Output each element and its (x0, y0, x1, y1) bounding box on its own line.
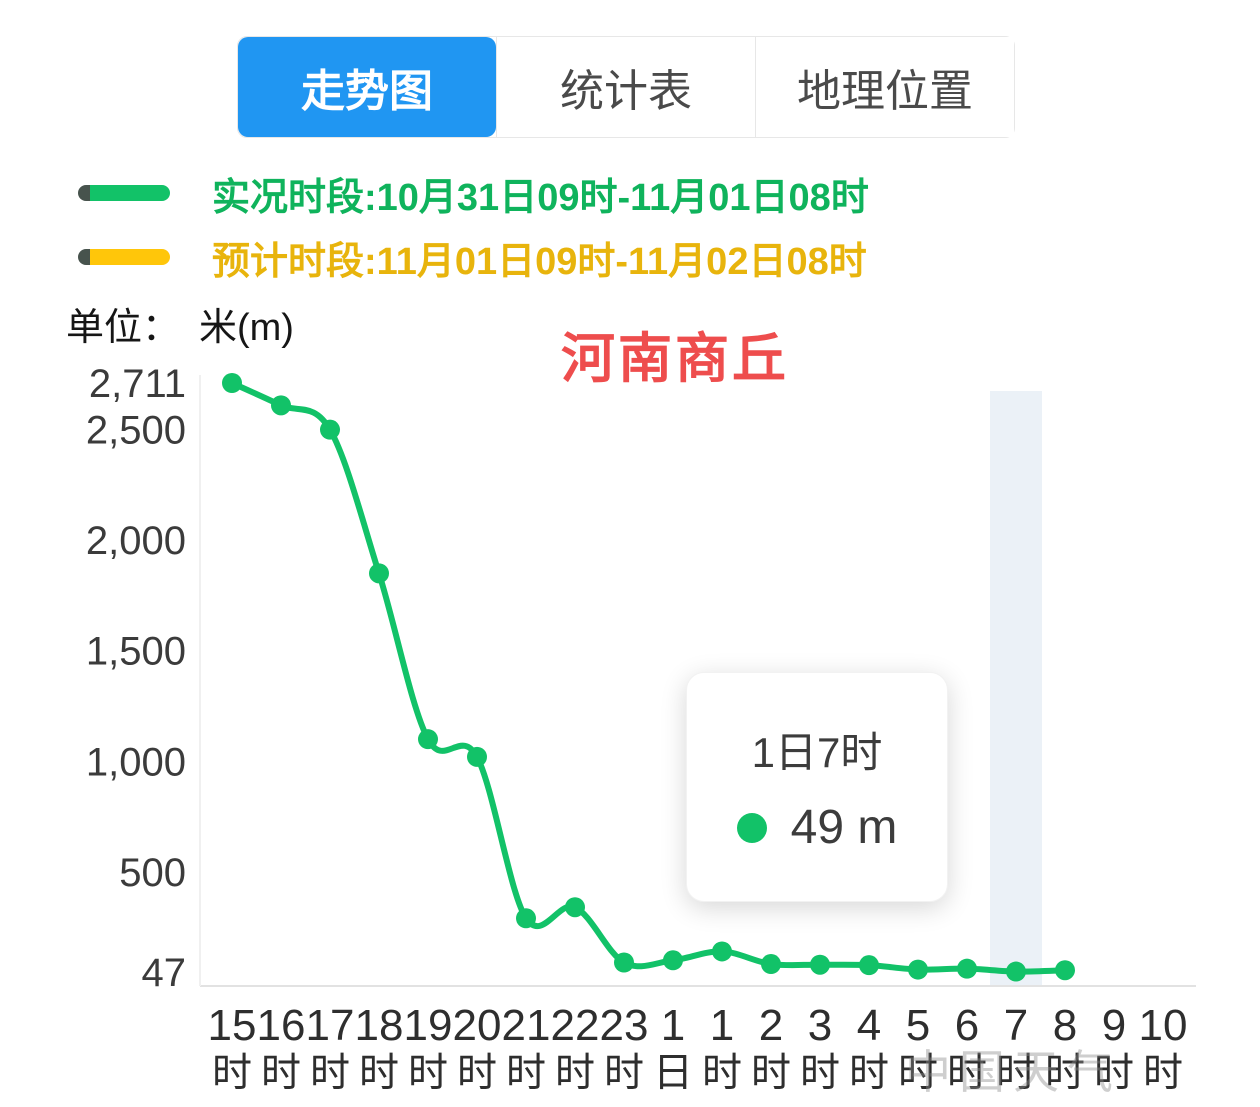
x-tick-suffix: 时 (1094, 1051, 1134, 1095)
x-tick-label: 20 (453, 1001, 502, 1050)
legend-item-forecast: 预计时段:11月01日09时-11月02日08时 (78, 228, 869, 286)
data-point-1[interactable] (271, 395, 291, 416)
tab-statistics-table[interactable]: 统计表 (496, 37, 755, 137)
tooltip-value-row: 49 m (736, 800, 898, 855)
x-tick-label: 3 (808, 1001, 832, 1050)
x-tick-suffix: 时 (604, 1051, 644, 1095)
y-tick-label: 500 (119, 851, 186, 895)
x-tick-suffix: 日 (653, 1051, 693, 1095)
watermark: 中国天气 (905, 1046, 1121, 1098)
x-tick-suffix: 时 (1143, 1051, 1183, 1095)
x-tick-suffix: 时 (408, 1051, 448, 1095)
tab-location[interactable]: 地理位置 (755, 37, 1014, 137)
unit-label: 单位： 米(m) (66, 307, 294, 349)
x-tick-suffix: 时 (310, 1051, 350, 1095)
x-tick-suffix: 时 (702, 1051, 742, 1095)
data-point-0[interactable] (222, 373, 242, 393)
x-tick-label: 23 (600, 1001, 649, 1050)
data-point-7[interactable] (565, 897, 585, 918)
highlight-band (990, 391, 1042, 986)
data-point-2[interactable] (320, 419, 340, 440)
x-tick-label: 4 (857, 1001, 881, 1050)
x-tick-label: 5 (906, 1001, 930, 1050)
x-tick-suffix: 时 (555, 1051, 595, 1095)
x-tick-label: 15 (208, 1001, 257, 1050)
x-tick-label: 10 (1139, 1001, 1188, 1050)
y-tick-label: 1,500 (86, 630, 186, 674)
legend-item-actual: 实况时段:10月31日09时-11月01日08时 (78, 164, 869, 222)
y-tick-label: 47 (142, 951, 187, 995)
data-point-13[interactable] (859, 955, 879, 976)
chart-tooltip: 1日7时 49 m (686, 672, 948, 902)
x-tick-suffix: 时 (359, 1051, 399, 1095)
data-point-12[interactable] (810, 954, 830, 975)
data-point-8[interactable] (614, 952, 634, 973)
x-tick-suffix: 时 (996, 1051, 1036, 1095)
x-tick-label: 7 (1004, 1001, 1028, 1050)
forecast-period-label: 预计时段:11月01日09时-11月02日08时 (212, 240, 867, 283)
x-tick-label: 16 (257, 1001, 306, 1050)
tab-trend-chart[interactable]: 走势图 (238, 37, 496, 137)
x-tick-label: 21 (502, 1001, 551, 1050)
actual-period-label: 实况时段:10月31日09时-11月01日08时 (212, 176, 869, 219)
x-tick-label: 17 (306, 1001, 355, 1050)
tab-bar: 走势图 统计表 地理位置 (237, 36, 1015, 138)
tab-location-label: 地理位置 (797, 67, 973, 116)
data-point-15[interactable] (957, 958, 977, 979)
legend: 实况时段:10月31日09时-11月01日08时 预计时段:11月01日09时-… (78, 164, 869, 286)
x-tick-suffix: 时 (457, 1051, 497, 1095)
x-tick-label: 19 (404, 1001, 453, 1050)
data-point-11[interactable] (761, 954, 781, 975)
tab-statistics-table-label: 统计表 (560, 67, 692, 116)
actual-period-swatch-icon (78, 185, 170, 201)
x-tick-suffix: 时 (506, 1051, 546, 1095)
x-tick-label: 1 (710, 1001, 734, 1050)
x-tick-label: 9 (1102, 1001, 1126, 1050)
x-tick-suffix: 时 (751, 1051, 791, 1095)
data-point-9[interactable] (663, 950, 683, 971)
x-tick-suffix: 时 (898, 1051, 938, 1095)
y-tick-label: 2,500 (86, 409, 186, 453)
y-tick-label: 2,711 (89, 362, 186, 406)
data-point-16[interactable] (1006, 961, 1026, 982)
x-tick-label: 22 (551, 1001, 600, 1050)
x-tick-suffix: 时 (947, 1051, 987, 1095)
x-tick-suffix: 时 (261, 1051, 301, 1095)
tooltip-time: 1日7时 (751, 729, 883, 776)
data-point-4[interactable] (418, 729, 438, 750)
x-tick-label: 1 (661, 1001, 685, 1050)
data-point-3[interactable] (369, 563, 389, 584)
data-point-10[interactable] (712, 941, 732, 962)
x-tick-suffix: 时 (1045, 1051, 1085, 1095)
x-tick-suffix: 时 (212, 1051, 252, 1095)
series-dot-icon (736, 812, 767, 843)
data-point-14[interactable] (908, 959, 928, 980)
data-point-6[interactable] (516, 908, 536, 929)
x-tick-label: 2 (759, 1001, 783, 1050)
tab-trend-chart-label: 走势图 (301, 67, 433, 116)
tooltip-value: 49 m (790, 801, 898, 854)
x-tick-label: 6 (955, 1001, 979, 1050)
x-tick-suffix: 时 (849, 1051, 889, 1095)
data-point-17[interactable] (1055, 960, 1075, 981)
y-tick-label: 2,000 (86, 519, 186, 563)
y-tick-label: 1,000 (86, 740, 186, 784)
x-tick-label: 8 (1053, 1001, 1077, 1050)
x-tick-suffix: 时 (800, 1051, 840, 1095)
x-tick-label: 18 (355, 1001, 404, 1050)
forecast-period-swatch-icon (78, 249, 170, 265)
data-point-5[interactable] (467, 746, 487, 767)
page-title: 河南商丘 (561, 329, 789, 389)
